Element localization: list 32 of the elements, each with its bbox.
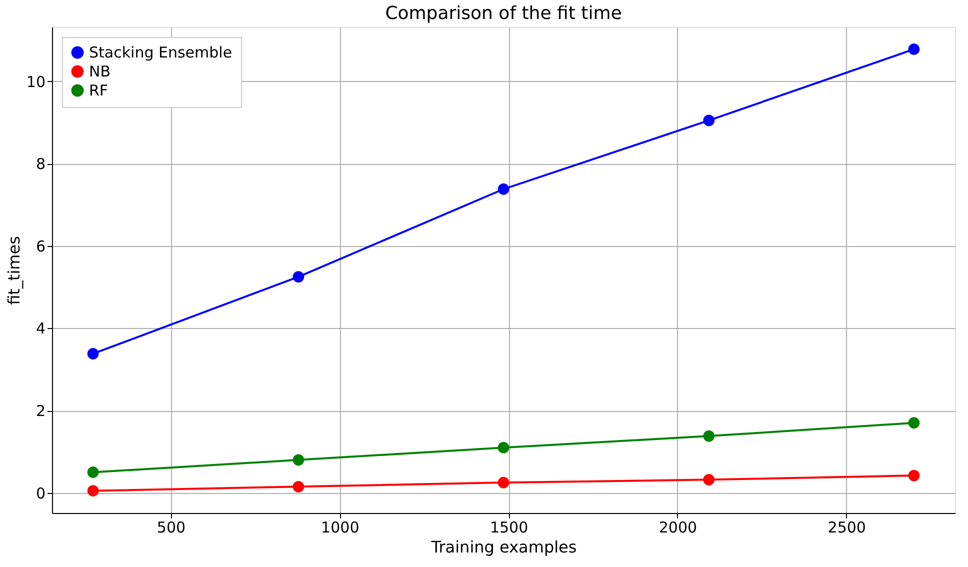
point xyxy=(292,454,304,466)
y-tick-label: 10 xyxy=(26,72,46,91)
point xyxy=(703,114,715,126)
point xyxy=(703,474,715,486)
x-tick-label: 500 xyxy=(156,518,186,536)
point xyxy=(292,480,304,492)
point xyxy=(908,470,920,482)
point xyxy=(87,466,99,478)
y-tick-label: 6 xyxy=(36,237,46,256)
y-tick-label: 4 xyxy=(36,320,46,338)
point xyxy=(703,430,715,442)
point xyxy=(908,44,920,55)
x-tick-label: 2500 xyxy=(828,518,866,536)
x-tick-label: 1000 xyxy=(321,518,360,536)
point xyxy=(908,417,920,429)
point xyxy=(498,442,510,454)
y-tick-label: 8 xyxy=(36,155,46,174)
legend-label: Stacking Ensemble xyxy=(89,44,232,62)
y-tick-label: 0 xyxy=(36,484,46,502)
point xyxy=(87,348,99,360)
x-axis-title: Training examples xyxy=(430,538,577,556)
chart-title: Comparison of the fit time xyxy=(385,3,622,24)
y-axis-title: fit_times xyxy=(4,236,24,305)
point xyxy=(498,476,510,488)
legend-label: RF xyxy=(89,82,108,100)
point xyxy=(87,485,99,496)
legend-label: NB xyxy=(89,62,111,80)
point xyxy=(292,271,304,282)
point xyxy=(498,183,510,195)
x-tick-label: 2000 xyxy=(658,518,698,536)
x-tick-label: 1500 xyxy=(490,518,528,536)
y-tick-label: 2 xyxy=(36,402,46,420)
